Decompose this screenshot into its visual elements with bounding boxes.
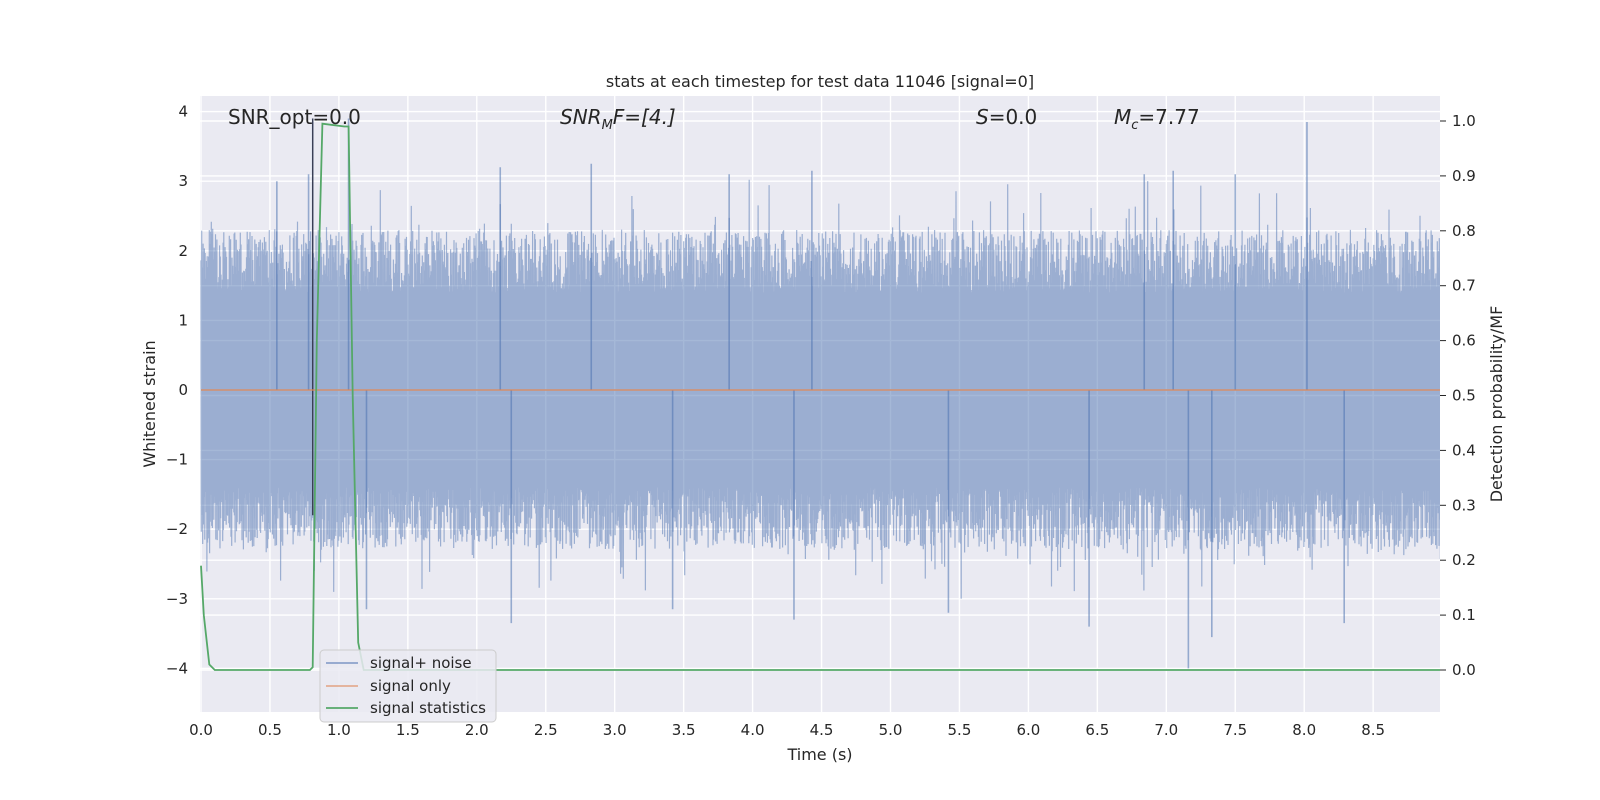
x-tick-label: 4.0 xyxy=(741,721,765,739)
y2-tick-label: 0.8 xyxy=(1452,222,1476,240)
y-tick-label: 0 xyxy=(178,381,188,399)
y2-axis-ticks: 1.0 0.9 0.8 0.7 0.6 0.5 0.4 0.3 0.2 0.1 0.0 xyxy=(1440,112,1476,679)
signal-statistics-line xyxy=(200,122,1440,671)
y-tick-label: 3 xyxy=(178,172,188,190)
x-tick-label: 1.0 xyxy=(327,721,351,739)
x-tick-label: 6.0 xyxy=(1016,721,1040,739)
legend: signal+ noise signal only signal statist… xyxy=(319,649,497,723)
y-tick-label: 1 xyxy=(178,311,188,329)
annotation-mc: Mc=7.77 xyxy=(1114,105,1200,133)
annotation-snr-mf: SNRMF=[4.] xyxy=(560,105,676,133)
x-axis-ticks: 0.0 0.5 1.0 1.5 2.0 2.5 3.0 3.5 4.0 4.5 5.0 5.5 6.0 6… xyxy=(189,721,1385,739)
y-tick-label: −2 xyxy=(166,520,188,538)
x-tick-label: 2.5 xyxy=(534,721,558,739)
y2-tick-label: 0.7 xyxy=(1452,277,1476,295)
signal-noise-line xyxy=(200,179,1440,599)
y-tick-label: 4 xyxy=(178,103,188,121)
y2-tick-label: 0.5 xyxy=(1452,387,1476,405)
x-tick-label: 6.5 xyxy=(1085,721,1109,739)
x-tick-label: 2.0 xyxy=(465,721,489,739)
legend-label-signal-statistics: signal statistics xyxy=(370,699,486,717)
y2-tick-label: 1.0 xyxy=(1452,112,1476,130)
y2-tick-label: 0.2 xyxy=(1452,551,1476,569)
y2-tick-label: 0.3 xyxy=(1452,496,1476,514)
annotation-s: S=0.0 xyxy=(976,105,1037,129)
y2-tick-label: 0.6 xyxy=(1452,332,1476,350)
x-tick-label: 4.5 xyxy=(810,721,834,739)
y-tick-label: −4 xyxy=(166,659,188,677)
y2-tick-label: 0.9 xyxy=(1452,167,1476,185)
y2-tick-label: 0.0 xyxy=(1452,661,1476,679)
y-tick-label: −3 xyxy=(166,590,188,608)
x-tick-label: 0.5 xyxy=(258,721,282,739)
y-axis-ticks: 4 3 2 1 0 −1 −2 −3 −4 xyxy=(166,103,188,678)
y-tick-label: 2 xyxy=(178,242,188,260)
y2-tick-label: 0.4 xyxy=(1452,441,1476,459)
x-tick-label: 3.5 xyxy=(672,721,696,739)
signal-statistics-series xyxy=(200,122,1440,671)
x-tick-label: 5.5 xyxy=(948,721,972,739)
x-tick-label: 8.5 xyxy=(1361,721,1385,739)
x-tick-label: 7.0 xyxy=(1154,721,1178,739)
y2-axis-label: Detection probability/MF xyxy=(1487,306,1506,503)
y2-tick-label: 0.1 xyxy=(1452,606,1476,624)
chart-title: stats at each timestep for test data 110… xyxy=(606,72,1034,91)
legend-label-signal-noise: signal+ noise xyxy=(370,654,472,672)
x-tick-label: 7.5 xyxy=(1223,721,1247,739)
legend-box xyxy=(319,649,497,723)
x-axis-label: Time (s) xyxy=(786,745,852,764)
x-tick-label: 3.0 xyxy=(603,721,627,739)
x-tick-label: 8.0 xyxy=(1292,721,1316,739)
x-tick-label: 1.5 xyxy=(396,721,420,739)
y-axis-label: Whitened strain xyxy=(140,340,159,467)
legend-label-signal-only: signal only xyxy=(370,677,451,695)
x-tick-label: 0.0 xyxy=(189,721,213,739)
x-tick-label: 5.0 xyxy=(879,721,903,739)
annotation-snr-opt: SNR_opt=0.0 xyxy=(228,105,361,129)
y-tick-label: −1 xyxy=(166,451,188,469)
